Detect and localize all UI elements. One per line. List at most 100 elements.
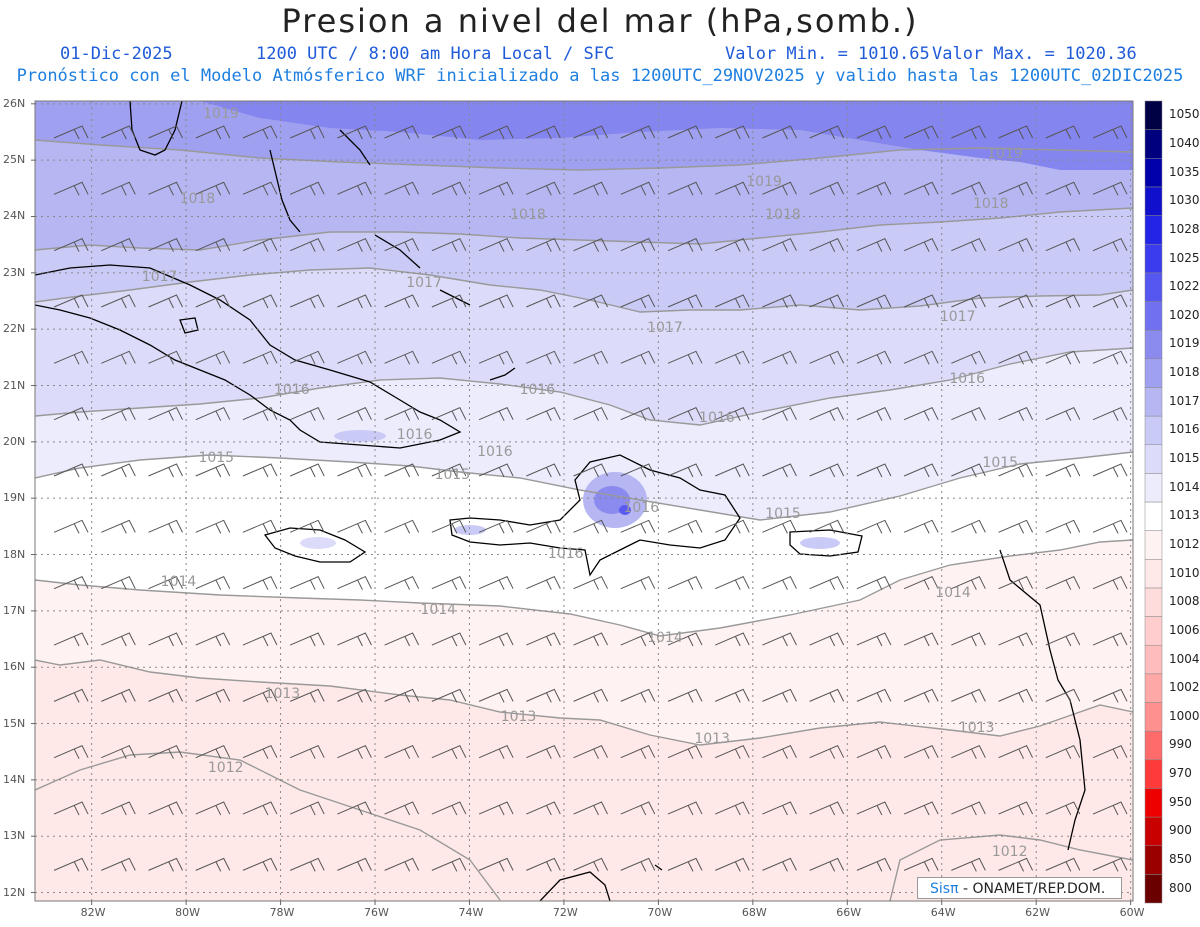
wind-barb xyxy=(762,294,797,309)
contour-label: 1018 xyxy=(972,196,1009,213)
contour-label: 1014 xyxy=(647,630,683,647)
wind-barb xyxy=(101,238,136,252)
wind-barb xyxy=(526,688,561,703)
wind-barb xyxy=(526,801,561,816)
wind-barb xyxy=(620,294,656,309)
wind-barb xyxy=(53,350,89,365)
wind-barb xyxy=(762,181,797,196)
contour-label: 1019 xyxy=(987,145,1023,162)
min-value: Valor Min. = 1010.65 xyxy=(725,44,930,64)
wind-barb xyxy=(998,238,1034,252)
wind-barb xyxy=(337,688,372,703)
wind-barb xyxy=(431,181,467,196)
contour-label: 1012 xyxy=(207,759,244,776)
wind-barb xyxy=(53,407,89,421)
wind-barb xyxy=(148,181,183,196)
wind-barb xyxy=(951,688,986,703)
wind-barb xyxy=(478,519,514,534)
wind-barb xyxy=(715,407,750,421)
wind-barb xyxy=(53,294,89,309)
wind-barb xyxy=(620,745,656,759)
wind-barb xyxy=(620,181,656,196)
wind-barb xyxy=(809,857,845,872)
wind-barb xyxy=(431,519,467,534)
wind-barb xyxy=(1092,576,1128,590)
wind-barb xyxy=(715,745,750,759)
colorbar-label: 1012 xyxy=(1169,536,1200,551)
wind-barb xyxy=(289,576,325,590)
lon-label: 82W xyxy=(80,906,106,919)
wind-barb xyxy=(809,576,845,590)
wind-barb xyxy=(1045,238,1081,252)
wind-barb xyxy=(384,463,420,478)
wind-barb xyxy=(620,125,656,140)
wind-barb xyxy=(478,688,514,703)
contour-label: 1013 xyxy=(500,708,537,725)
wind-barb xyxy=(951,181,986,196)
wind-barb xyxy=(53,745,89,759)
wind-barb xyxy=(337,350,372,365)
wind-barb xyxy=(526,463,561,478)
colorbar-label: 1028 xyxy=(1169,221,1200,236)
wind-barb xyxy=(715,576,750,590)
wind-barb xyxy=(667,125,703,140)
contour-label: 1018 xyxy=(510,207,546,224)
wind-barb xyxy=(762,632,797,647)
wind-barb xyxy=(573,463,608,478)
wind-barb xyxy=(1045,294,1081,309)
contour-label: 1013 xyxy=(958,720,995,737)
colorbar-swatch xyxy=(1144,788,1163,818)
wind-barb xyxy=(431,688,467,703)
wind-barb xyxy=(148,407,183,421)
wind-barb xyxy=(53,857,89,872)
coastlines xyxy=(35,101,1086,901)
wind-barb xyxy=(337,181,372,196)
contour-label: 1016 xyxy=(519,382,556,399)
wind-barb xyxy=(1045,745,1081,759)
lat-label: 13N xyxy=(3,829,26,843)
wind-barb xyxy=(573,576,608,590)
colorbar xyxy=(1144,100,1163,904)
wind-barb xyxy=(337,519,372,534)
colorbar-label: 1022 xyxy=(1169,279,1200,294)
lon-label: 72W xyxy=(552,906,578,919)
wind-barb xyxy=(998,801,1034,816)
wind-barb xyxy=(101,294,136,309)
wind-barb xyxy=(1045,519,1081,534)
wind-barb xyxy=(101,463,136,478)
lat-label: 19N xyxy=(3,491,26,505)
lon-label: 74W xyxy=(458,906,484,919)
wind-barb xyxy=(384,181,420,196)
wind-barb xyxy=(903,688,939,703)
wind-barb xyxy=(998,294,1034,309)
colorbar-swatch xyxy=(1144,215,1163,245)
wind-barb xyxy=(101,801,136,816)
wind-barb xyxy=(242,463,278,478)
wind-barb xyxy=(289,745,325,759)
wind-barb xyxy=(242,632,278,647)
wind-barb xyxy=(715,519,750,534)
wind-barb xyxy=(856,238,892,252)
wind-barb xyxy=(478,350,514,365)
wind-barb xyxy=(620,576,656,590)
wind-barb xyxy=(903,576,939,590)
wind-barb xyxy=(526,407,561,421)
wind-barb xyxy=(431,632,467,647)
colorbar-swatch xyxy=(1144,473,1163,503)
wind-barb xyxy=(478,407,514,421)
wind-barb xyxy=(337,294,372,309)
wind-barb xyxy=(337,632,372,647)
colorbar-swatch xyxy=(1144,759,1163,789)
coast-hispaniola xyxy=(449,454,741,577)
wind-barb xyxy=(573,745,608,759)
colorbar-label: 970 xyxy=(1169,766,1192,781)
wind-barb xyxy=(809,688,845,703)
colorbar-label: 990 xyxy=(1169,737,1192,752)
wind-barb xyxy=(903,857,939,872)
wind-barb xyxy=(573,125,608,140)
wind-barb xyxy=(384,125,420,140)
wind-barb xyxy=(573,350,608,365)
wind-barb xyxy=(384,576,420,590)
contour-label: 1018 xyxy=(765,207,801,224)
wind-barb xyxy=(903,294,939,309)
